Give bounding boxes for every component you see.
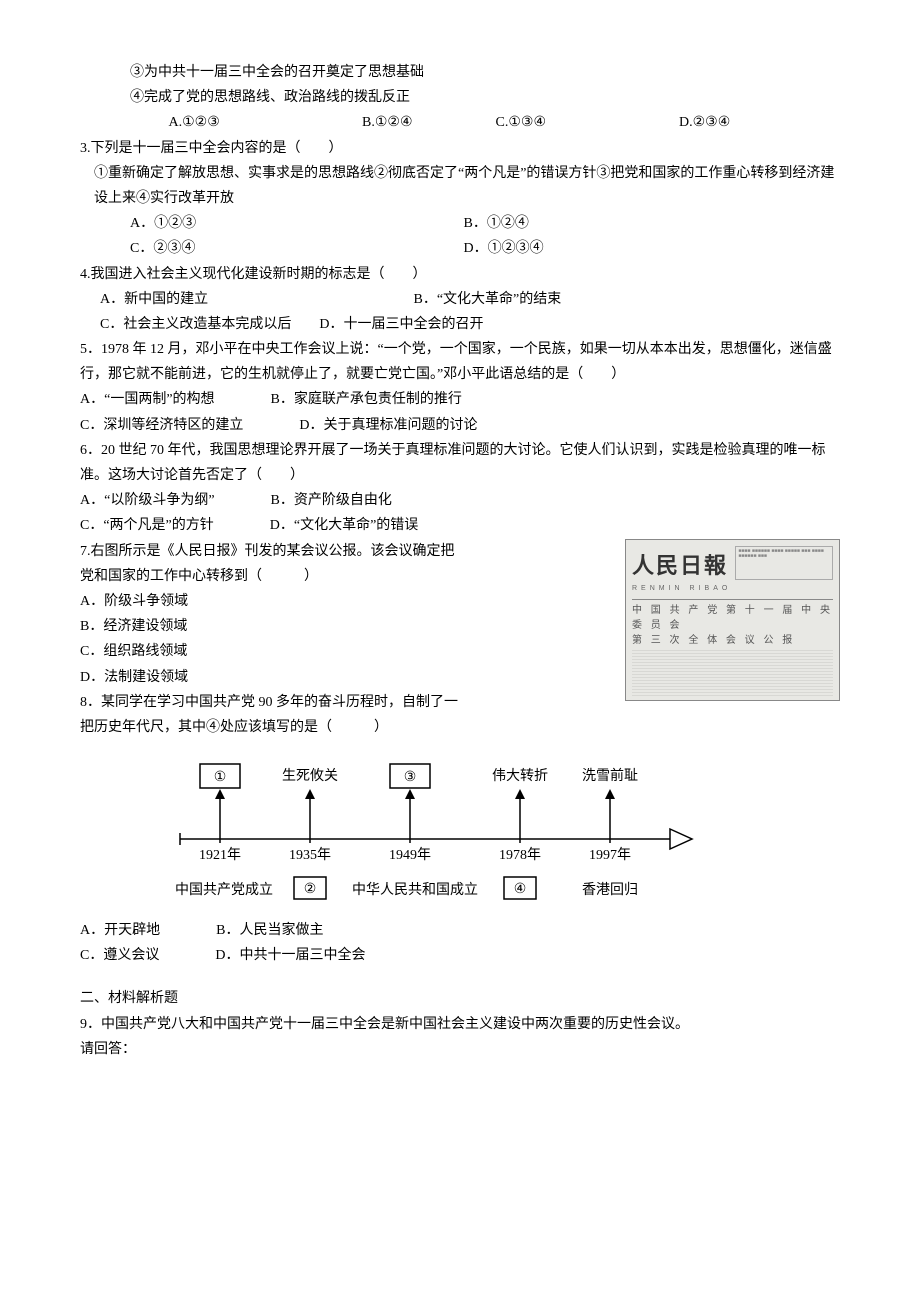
newspaper-sub: RENMIN RIBAO [632, 583, 731, 596]
q2-opt-d[interactable]: D.②③④ [679, 110, 730, 135]
q2-opt-b[interactable]: B.①②④ [362, 110, 492, 135]
svg-text:中国共产党成立: 中国共产党成立 [175, 882, 273, 898]
newspaper-masthead: 人民日報 [632, 546, 731, 586]
q4-row1: A．新中国的建立 B．“文化大革命”的结束 [80, 287, 840, 312]
svg-text:生死攸关: 生死攸关 [282, 768, 338, 784]
q2-opt-a[interactable]: A.①②③ [169, 110, 359, 135]
svg-text:1949年: 1949年 [389, 847, 431, 863]
q5-row1[interactable]: A．“一国两制”的构想 B．家庭联产承包责任制的推行 [80, 387, 840, 412]
newspaper-body [632, 650, 833, 696]
svg-text:②: ② [304, 882, 317, 897]
newspaper-image: 人民日報 RENMIN RIBAO ■■■■ ■■■■■■ ■■■■ ■■■■■… [625, 539, 840, 701]
svg-text:1978年: 1978年 [499, 847, 541, 863]
q8-row2[interactable]: C．遵义会议 D．中共十一届三中全会 [80, 943, 840, 968]
svg-text:④: ④ [514, 882, 527, 897]
svg-text:洗雪前耻: 洗雪前耻 [582, 767, 638, 784]
svg-text:1997年: 1997年 [589, 847, 631, 863]
q3-opt-a[interactable]: A．①②③ [130, 211, 460, 236]
q4-row2[interactable]: C．社会主义改造基本完成以后 D．十一届三中全会的召开 [80, 312, 840, 337]
svg-text:①: ① [214, 770, 227, 785]
q3-stem: 3.下列是十一届三中全会内容的是（ ） [80, 136, 840, 161]
q6-row2[interactable]: C．“两个凡是”的方针 D．“文化大革命”的错误 [80, 513, 840, 538]
q4-stem: 4.我国进入社会主义现代化建设新时期的标志是（ ） [80, 262, 840, 287]
q3-row1: A．①②③ B．①②④ [80, 211, 840, 236]
q3-opt-c[interactable]: C．②③④ [130, 236, 460, 261]
q2-options: A.①②③ B.①②④ C.①③④ D.②③④ [80, 110, 840, 135]
q3-row2: C．②③④ D．①②③④ [80, 236, 840, 261]
svg-text:伟大转折: 伟大转折 [492, 768, 548, 784]
q2-statement-3: ③为中共十一届三中全会的召开奠定了思想基础 [80, 60, 840, 85]
svg-text:中华人民共和国成立: 中华人民共和国成立 [352, 882, 478, 898]
q9-stem: 9．中国共产党八大和中国共产党十一届三中全会是新中国社会主义建设中两次重要的历史… [80, 1012, 840, 1037]
section-2-heading: 二、材料解析题 [80, 986, 840, 1011]
q4-opt-b[interactable]: B．“文化大革命”的结束 [414, 292, 562, 307]
svg-text:③: ③ [404, 770, 417, 785]
svg-text:1935年: 1935年 [289, 847, 331, 863]
svg-text:1921年: 1921年 [199, 847, 241, 863]
q6-row1[interactable]: A．“以阶级斗争为纲” B．资产阶级自由化 [80, 488, 840, 513]
newspaper-blurb: ■■■■ ■■■■■■ ■■■■ ■■■■■ ■■■ ■■■■ ■■■■■■ ■… [735, 546, 833, 580]
q9-prompt: 请回答： [80, 1037, 840, 1062]
newspaper-headline-2: 第 三 次 全 体 会 议 公 报 [632, 633, 833, 648]
timeline-diagram: 1921年 1935年 1949年 1978年 1997年 ① 生死攸关 ③ 伟大转折 洗雪前耻中… [150, 744, 710, 914]
q5-stem: 5．1978 年 12 月，邓小平在中央工作会议上说：“一个党，一个国家，一个民… [80, 337, 840, 387]
q8-stem-2: 把历史年代尺，其中④处应该填写的是（ ） [80, 715, 840, 740]
q8-row1[interactable]: A．开天辟地 B．人民当家做主 [80, 918, 840, 943]
q6-stem: 6．20 世纪 70 年代，我国思想理论界开展了一场关于真理标准问题的大讨论。它… [80, 438, 840, 488]
svg-text:香港回归: 香港回归 [582, 881, 638, 898]
q5-row2[interactable]: C．深圳等经济特区的建立 D．关于真理标准问题的讨论 [80, 413, 840, 438]
q2-statement-4: ④完成了党的思想路线、政治路线的拨乱反正 [80, 85, 840, 110]
q2-opt-c[interactable]: C.①③④ [496, 110, 676, 135]
newspaper-headline-1: 中 国 共 产 党 第 十 一 届 中 央 委 员 会 [632, 603, 833, 633]
q3-opt-b[interactable]: B．①②④ [464, 211, 529, 236]
q4-opt-a[interactable]: A．新中国的建立 [100, 287, 410, 312]
q3-opt-d[interactable]: D．①②③④ [464, 236, 544, 261]
q3-desc: ①重新确定了解放思想、实事求是的思想路线②彻底否定了“两个凡是”的错误方针③把党… [80, 161, 840, 211]
